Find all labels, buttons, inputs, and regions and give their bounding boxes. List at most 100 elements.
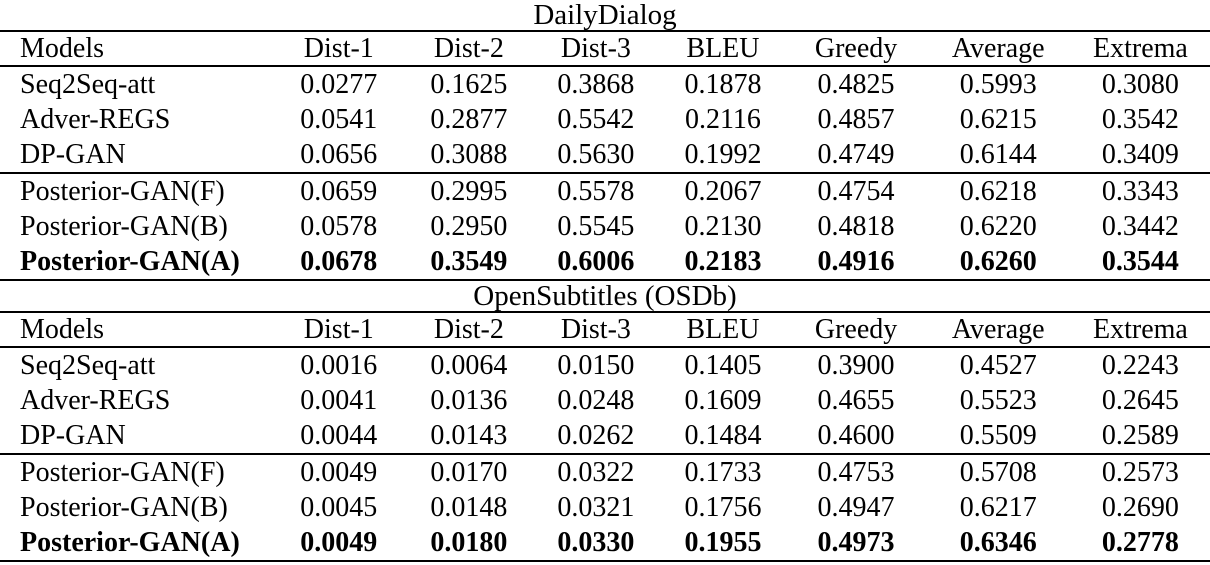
value-cell: 0.0321 bbox=[557, 491, 635, 523]
value-cell: 0.0659 bbox=[300, 175, 378, 207]
column-header-extrema: Extrema bbox=[1070, 312, 1210, 348]
value-cell: 0.4754 bbox=[817, 175, 895, 207]
column-header-bleu: BLEU bbox=[659, 312, 787, 348]
value-cell: 0.4857 bbox=[817, 103, 895, 135]
value-cell: 0.0170 bbox=[430, 456, 508, 488]
value-cell: 0.3542 bbox=[1101, 103, 1179, 135]
column-header-dist1: Dist-1 bbox=[272, 312, 406, 348]
value-cell: 0.2589 bbox=[1070, 418, 1210, 455]
value-cell: 0.0041 bbox=[300, 384, 378, 416]
value-cell: 0.4753 bbox=[817, 456, 895, 488]
value-cell: 0.0143 bbox=[405, 418, 533, 455]
table-header-row: Models Dist-1 Dist-2 Dist-3 BLEU Greedy … bbox=[0, 31, 1210, 67]
value-cell: 0.1733 bbox=[684, 456, 762, 488]
value-cell: 0.3080 bbox=[1101, 68, 1179, 100]
value-cell: 0.5509 bbox=[925, 418, 1071, 455]
model-name-cell: Posterior-GAN(B) bbox=[20, 491, 228, 523]
table-title: OpenSubtitles (OSDb) bbox=[0, 281, 1210, 313]
value-cell: 0.5630 bbox=[532, 137, 660, 174]
value-cell: 0.3442 bbox=[1101, 210, 1179, 242]
value-cell: 0.0277 bbox=[300, 68, 378, 100]
value-cell: 0.2116 bbox=[684, 103, 761, 135]
model-name-cell: Seq2Seq-att bbox=[20, 68, 156, 100]
value-cell: 0.0045 bbox=[300, 491, 378, 523]
value-cell: 0.2573 bbox=[1101, 456, 1179, 488]
table-row: Posterior-GAN(F) 0.0659 0.2995 0.5578 0.… bbox=[0, 173, 1210, 209]
table-header-row: Models Dist-1 Dist-2 Dist-3 BLEU Greedy … bbox=[0, 312, 1210, 348]
value-cell: 0.0656 bbox=[272, 137, 406, 174]
value-cell: 0.0150 bbox=[557, 349, 635, 381]
column-header-models: Models bbox=[0, 31, 273, 67]
value-cell: 0.3900 bbox=[817, 349, 895, 381]
value-cell: 0.6218 bbox=[959, 175, 1037, 207]
model-name-cell: Posterior-GAN(A) bbox=[0, 525, 273, 562]
value-cell: 0.4600 bbox=[786, 418, 926, 455]
table-row-best: Posterior-GAN(A) 0.0049 0.0180 0.0330 0.… bbox=[0, 525, 1210, 562]
value-cell: 0.4818 bbox=[817, 210, 895, 242]
value-cell: 0.0541 bbox=[300, 103, 378, 135]
value-cell: 0.2950 bbox=[430, 210, 508, 242]
table-row-best: Posterior-GAN(A) 0.0678 0.3549 0.6006 0.… bbox=[0, 244, 1210, 281]
value-cell: 0.1484 bbox=[659, 418, 787, 455]
column-header-extrema: Extrema bbox=[1070, 31, 1210, 67]
value-cell: 0.5545 bbox=[557, 210, 635, 242]
column-header-dist2: Dist-2 bbox=[405, 31, 533, 67]
value-cell: 0.4527 bbox=[959, 349, 1037, 381]
value-cell: 0.0180 bbox=[405, 525, 533, 562]
value-cell: 0.6215 bbox=[959, 103, 1037, 135]
model-name-cell: Adver-REGS bbox=[20, 103, 171, 135]
value-cell: 0.0678 bbox=[272, 244, 406, 281]
value-cell: 0.4825 bbox=[817, 68, 895, 100]
value-cell: 0.1625 bbox=[430, 68, 508, 100]
model-name-cell: DP-GAN bbox=[0, 137, 273, 174]
value-cell: 0.5993 bbox=[959, 68, 1037, 100]
opensubtitles-results-table: OpenSubtitles (OSDb) Models Dist-1 Dist-… bbox=[0, 281, 1210, 562]
value-cell: 0.2645 bbox=[1101, 384, 1179, 416]
value-cell: 0.3544 bbox=[1070, 244, 1210, 281]
value-cell: 0.2877 bbox=[430, 103, 508, 135]
value-cell: 0.6217 bbox=[959, 491, 1037, 523]
value-cell: 0.2183 bbox=[659, 244, 787, 281]
value-cell: 0.6260 bbox=[925, 244, 1071, 281]
table-row: Seq2Seq-att 0.0016 0.0064 0.0150 0.1405 … bbox=[0, 347, 1210, 383]
value-cell: 0.5523 bbox=[959, 384, 1037, 416]
column-header-dist2: Dist-2 bbox=[405, 312, 533, 348]
table-row: Posterior-GAN(F) 0.0049 0.0170 0.0322 0.… bbox=[0, 454, 1210, 490]
model-name-cell: Posterior-GAN(F) bbox=[20, 456, 225, 488]
value-cell: 0.6006 bbox=[532, 244, 660, 281]
value-cell: 0.3343 bbox=[1101, 175, 1179, 207]
value-cell: 0.0064 bbox=[430, 349, 508, 381]
value-cell: 0.0322 bbox=[557, 456, 635, 488]
value-cell: 0.6220 bbox=[959, 210, 1037, 242]
value-cell: 0.6144 bbox=[925, 137, 1071, 174]
value-cell: 0.3409 bbox=[1070, 137, 1210, 174]
value-cell: 0.0330 bbox=[532, 525, 660, 562]
column-header-greedy: Greedy bbox=[786, 31, 926, 67]
table-title-row: OpenSubtitles (OSDb) bbox=[0, 281, 1210, 313]
value-cell: 0.0049 bbox=[300, 456, 378, 488]
value-cell: 0.4655 bbox=[817, 384, 895, 416]
table-row: DP-GAN 0.0044 0.0143 0.0262 0.1484 0.460… bbox=[0, 418, 1210, 455]
column-header-average: Average bbox=[925, 312, 1071, 348]
value-cell: 0.2067 bbox=[684, 175, 762, 207]
model-name-cell: Seq2Seq-att bbox=[20, 349, 156, 381]
value-cell: 0.5578 bbox=[557, 175, 635, 207]
value-cell: 0.2130 bbox=[684, 210, 762, 242]
value-cell: 0.4916 bbox=[786, 244, 926, 281]
model-name-cell: Posterior-GAN(B) bbox=[20, 210, 228, 242]
table-row: DP-GAN 0.0656 0.3088 0.5630 0.1992 0.474… bbox=[0, 137, 1210, 174]
value-cell: 0.2995 bbox=[430, 175, 508, 207]
column-header-dist3: Dist-3 bbox=[532, 312, 660, 348]
column-header-bleu: BLEU bbox=[659, 31, 787, 67]
table-row: Posterior-GAN(B) 0.0578 0.2950 0.5545 0.… bbox=[0, 209, 1210, 244]
value-cell: 0.3549 bbox=[405, 244, 533, 281]
value-cell: 0.0578 bbox=[300, 210, 378, 242]
table-row: Posterior-GAN(B) 0.0045 0.0148 0.0321 0.… bbox=[0, 490, 1210, 525]
model-name-cell: Adver-REGS bbox=[20, 384, 171, 416]
value-cell: 0.3088 bbox=[405, 137, 533, 174]
value-cell: 0.0248 bbox=[557, 384, 635, 416]
value-cell: 0.0049 bbox=[272, 525, 406, 562]
value-cell: 0.2778 bbox=[1070, 525, 1210, 562]
column-header-dist3: Dist-3 bbox=[532, 31, 660, 67]
column-header-models: Models bbox=[0, 312, 273, 348]
